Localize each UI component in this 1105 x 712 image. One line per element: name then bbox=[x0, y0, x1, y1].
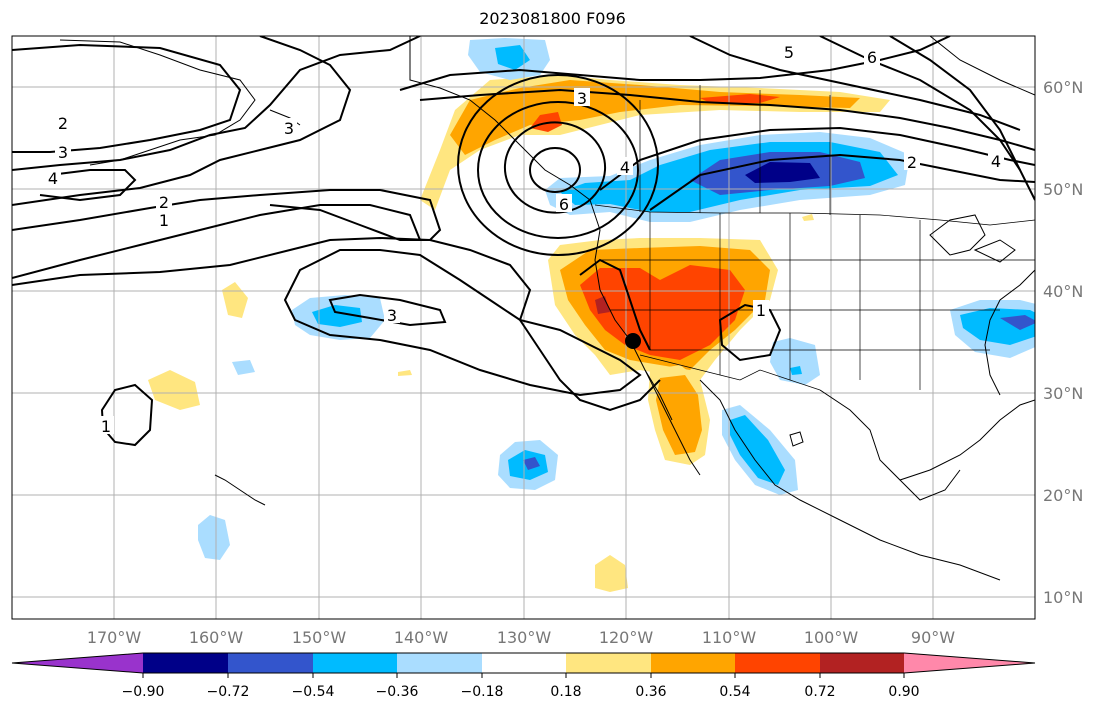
lat-label: 50°N bbox=[1043, 180, 1083, 199]
contour-label: 1 bbox=[756, 301, 766, 320]
colorbar-segment bbox=[313, 653, 397, 673]
colorbar-segment bbox=[143, 653, 228, 673]
political-borders bbox=[594, 85, 1035, 391]
lon-label: 120°W bbox=[599, 628, 654, 647]
colorbar-tick-label: −0.18 bbox=[461, 684, 504, 700]
contour-labels: 2 3 4 2 1 3 3 4 5 6 2 4 6 3 1 1 bbox=[45, 42, 1004, 436]
contour-label: 3 bbox=[577, 89, 587, 108]
contour-label: 4 bbox=[991, 152, 1001, 171]
contour-label: 4 bbox=[48, 169, 58, 188]
lon-label: 150°W bbox=[292, 628, 347, 647]
colorbar-segment bbox=[566, 653, 651, 673]
map-frame bbox=[11, 35, 1036, 620]
longitude-labels: 170°W 160°W 150°W 140°W 130°W 120°W 110°… bbox=[87, 628, 955, 647]
contour-label: 2 bbox=[58, 114, 68, 133]
colorbar-extend-low bbox=[12, 653, 143, 673]
colorbar-segment bbox=[651, 653, 735, 673]
colorbar-segment bbox=[820, 653, 904, 673]
contour-label: 6 bbox=[867, 48, 877, 67]
colorbar-tick-label: 0.90 bbox=[888, 684, 919, 700]
lon-label: 130°W bbox=[497, 628, 552, 647]
lat-label: 60°N bbox=[1043, 78, 1083, 97]
colorbar-tick-label: 0.18 bbox=[550, 684, 581, 700]
lon-label: 140°W bbox=[394, 628, 449, 647]
contour-label: 3 bbox=[387, 306, 397, 325]
contour-label: 6 bbox=[559, 195, 569, 214]
map-title: 2023081800 F096 bbox=[479, 9, 626, 28]
colorbar-tick-label: −0.54 bbox=[292, 684, 335, 700]
contour-label: 5 bbox=[784, 43, 794, 62]
contour-label: 2 bbox=[907, 153, 917, 172]
colorbar-segment bbox=[397, 653, 482, 673]
colorbar-extend-high bbox=[904, 653, 1035, 673]
colorbar-tick-label: 0.54 bbox=[719, 684, 750, 700]
colorbar-tick-label: 0.72 bbox=[804, 684, 835, 700]
lon-label: 90°W bbox=[911, 628, 955, 647]
lon-label: 110°W bbox=[702, 628, 757, 647]
lon-label: 160°W bbox=[189, 628, 244, 647]
colorbar-tick-label: −0.72 bbox=[207, 684, 250, 700]
colorbar-segment bbox=[735, 653, 820, 673]
contour-label: 4 bbox=[620, 158, 630, 177]
contour-label: 1 bbox=[101, 417, 111, 436]
contour-label: 1 bbox=[159, 211, 169, 230]
colorbar-segment bbox=[482, 653, 566, 673]
latitude-labels: 60°N 50°N 40°N 30°N 20°N 10°N bbox=[1043, 78, 1083, 607]
colorbar-segment bbox=[228, 653, 313, 673]
lat-label: 10°N bbox=[1043, 588, 1083, 607]
lat-label: 30°N bbox=[1043, 384, 1083, 403]
colorbar: −0.90 −0.72 −0.54 −0.36 −0.18 0.18 0.36 … bbox=[11, 652, 1036, 700]
lat-label: 20°N bbox=[1043, 486, 1083, 505]
colorbar-tick-label: 0.36 bbox=[635, 684, 666, 700]
positive-anomaly-shading bbox=[148, 75, 890, 592]
contour-label: 3 bbox=[284, 119, 294, 138]
center-marker bbox=[625, 333, 641, 349]
contour-label: 2 bbox=[159, 193, 169, 212]
colorbar-tick-label: −0.36 bbox=[376, 684, 419, 700]
negative-anomaly-shading bbox=[198, 38, 1035, 560]
colorbar-tick-label: −0.90 bbox=[122, 684, 165, 700]
contour-label: 3 bbox=[58, 143, 68, 162]
lat-label: 40°N bbox=[1043, 282, 1083, 301]
lon-label: 100°W bbox=[804, 628, 859, 647]
lon-label: 170°W bbox=[87, 628, 142, 647]
